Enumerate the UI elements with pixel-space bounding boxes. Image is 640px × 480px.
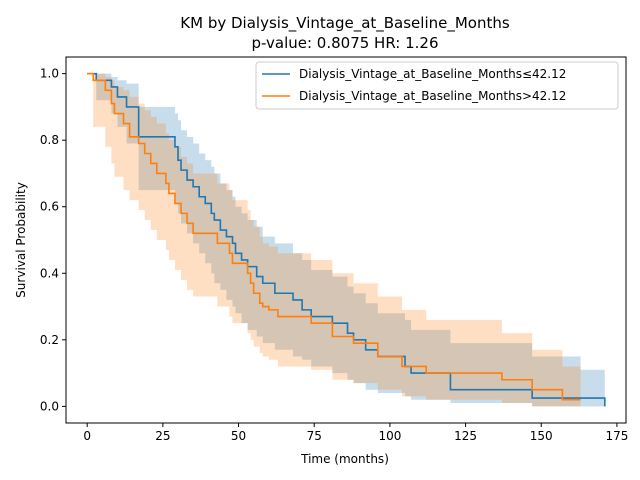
y-tick-label: 0.8 [40, 133, 59, 147]
legend-label-le: Dialysis_Vintage_at_Baseline_Months≤42.1… [299, 67, 566, 81]
x-tick-label: 50 [231, 429, 246, 443]
y-axis-ticks: 0.0 0.2 0.4 0.6 0.8 1.0 [40, 67, 66, 413]
chart-title-line1: KM by Dialysis_Vintage_at_Baseline_Month… [180, 14, 510, 33]
confidence-bands [87, 73, 605, 407]
legend-label-gt: Dialysis_Vintage_at_Baseline_Months>42.1… [299, 89, 566, 103]
x-axis-ticks: 0 25 50 75 100 125 150 175 [83, 423, 628, 443]
x-tick-label: 175 [605, 429, 628, 443]
x-tick-label: 25 [155, 429, 170, 443]
x-tick-label: 125 [454, 429, 477, 443]
ci-band-gt [87, 73, 581, 407]
y-tick-label: 0.4 [40, 266, 59, 280]
y-tick-label: 1.0 [40, 67, 59, 81]
x-tick-label: 100 [378, 429, 401, 443]
chart-title-line2: p-value: 0.8075 HR: 1.26 [251, 34, 438, 52]
y-tick-label: 0.0 [40, 399, 59, 413]
y-tick-label: 0.2 [40, 333, 59, 347]
x-axis-label: Time (months) [300, 452, 389, 466]
survival-line-gt [87, 72, 581, 401]
y-tick-label: 0.6 [40, 200, 59, 214]
y-axis-label: Survival Probability [14, 182, 28, 298]
survival-line-le [87, 72, 606, 407]
x-tick-label: 75 [307, 429, 322, 443]
legend-box [255, 61, 619, 110]
plot-frame [65, 56, 627, 424]
x-tick-label: 150 [530, 429, 553, 443]
survival-curves [87, 72, 606, 407]
x-tick-label: 0 [83, 429, 91, 443]
legend: Dialysis_Vintage_at_Baseline_Months≤42.1… [255, 61, 619, 110]
